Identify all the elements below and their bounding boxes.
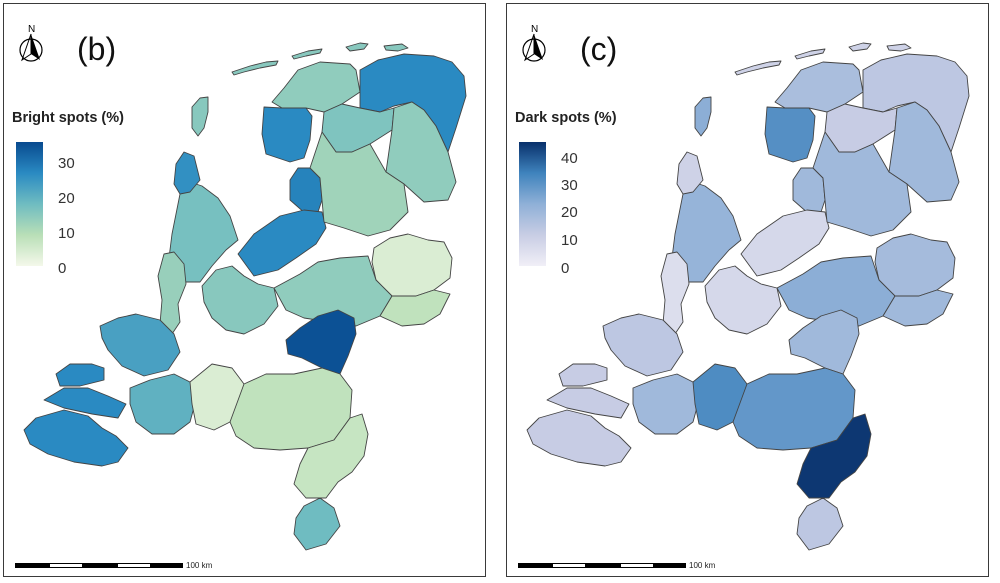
- map-region-islands: [231, 60, 279, 76]
- map-region-utrecht: [704, 265, 782, 335]
- map-region-overijssel-n: [309, 131, 409, 237]
- legend-tick-label: 20: [561, 204, 578, 221]
- scale-bar: [518, 563, 686, 570]
- map-region-friesland: [271, 61, 361, 113]
- north-arrow-icon: N: [515, 22, 555, 72]
- north-arrow-icon: N: [12, 22, 52, 72]
- legend-tick-label: 40: [561, 150, 578, 167]
- map-region-zeeland: [546, 387, 630, 419]
- map-region-nh-south: [676, 151, 704, 195]
- north-label: N: [531, 24, 538, 35]
- legend: Bright spots (%) 30 20 10 0: [12, 110, 162, 280]
- legend-tick-label: 0: [58, 260, 67, 277]
- map-region-friesland: [774, 61, 864, 113]
- map-region-utrecht: [201, 265, 279, 335]
- map-region-gelderland-e: [882, 289, 954, 327]
- map-region-limburg-s: [293, 497, 341, 551]
- map-region-islands: [886, 43, 912, 52]
- map-region-nh-south: [173, 151, 201, 195]
- map-region-overijssel-s: [874, 233, 956, 297]
- map-region-gelderland-e: [379, 289, 451, 327]
- map-region-ooststellingwerf: [321, 103, 395, 153]
- map-region-zh-south: [602, 313, 684, 377]
- map-region-zh-north: [660, 251, 690, 335]
- map-region-nijmegen: [788, 309, 860, 375]
- map-region-nb-west: [129, 373, 197, 435]
- netherlands-choropleth-map: [23, 42, 467, 551]
- map-region-nb-east: [732, 367, 856, 451]
- map-region-islands: [383, 43, 409, 52]
- map-region-texel: [191, 96, 209, 137]
- scale-bar: [15, 563, 183, 570]
- map-region-limburg-n: [293, 413, 369, 499]
- map-region-zeeland: [558, 363, 608, 387]
- map-region-limburg-s: [796, 497, 844, 551]
- legend-tick-label: 10: [561, 232, 578, 249]
- map-region-nb-west: [632, 373, 700, 435]
- legend-tick-label: 0: [561, 260, 570, 277]
- map-region-zh-south: [99, 313, 181, 377]
- panel-label: (c): [580, 31, 618, 67]
- legend-title: Dark spots (%): [515, 110, 617, 126]
- map-region-flevoland: [237, 209, 327, 277]
- scale-bar-label: 100 km: [689, 561, 716, 570]
- netherlands-choropleth-map: [526, 42, 970, 551]
- legend-colorbar: [519, 142, 546, 266]
- legend-tick-label: 20: [58, 190, 75, 207]
- map-region-zh-north: [157, 251, 187, 335]
- scale-bar-label: 100 km: [186, 561, 213, 570]
- map-region-islands: [345, 42, 369, 52]
- north-label: N: [28, 24, 35, 35]
- map-region-overijssel-n: [812, 131, 912, 237]
- panel-label: (b): [77, 31, 117, 67]
- map-region-overijssel-s: [371, 233, 453, 297]
- map-region-nb-east: [229, 367, 353, 451]
- map-region-islands: [734, 60, 782, 76]
- legend-tick-label: 10: [58, 225, 75, 242]
- map-panel-bright-spots: N (b) Bright spots (%) 30 20 10 0 100 km: [3, 3, 486, 577]
- map-region-islands: [848, 42, 872, 52]
- legend-colorbar: [16, 142, 43, 266]
- map-region-gaasterland: [261, 106, 313, 163]
- map-region-islands: [291, 48, 323, 60]
- map-region-islands: [794, 48, 826, 60]
- legend: Dark spots (%) 40 30 20 10 0: [515, 110, 665, 280]
- legend-tick-label: 30: [561, 177, 578, 194]
- legend-tick-label: 30: [58, 155, 75, 172]
- map-region-zeeland: [23, 409, 129, 467]
- map-region-texel: [694, 96, 712, 137]
- map-region-limburg-n: [796, 413, 872, 499]
- map-region-zeeland: [55, 363, 105, 387]
- map-panel-dark-spots: N (c) Dark spots (%) 40 30 20 10 0 100 k…: [506, 3, 989, 577]
- map-region-nijmegen: [285, 309, 357, 375]
- map-region-flevoland: [740, 209, 830, 277]
- map-region-zeeland: [526, 409, 632, 467]
- legend-title: Bright spots (%): [12, 110, 124, 126]
- map-region-ooststellingwerf: [824, 103, 898, 153]
- map-region-zeeland: [43, 387, 127, 419]
- map-region-gaasterland: [764, 106, 816, 163]
